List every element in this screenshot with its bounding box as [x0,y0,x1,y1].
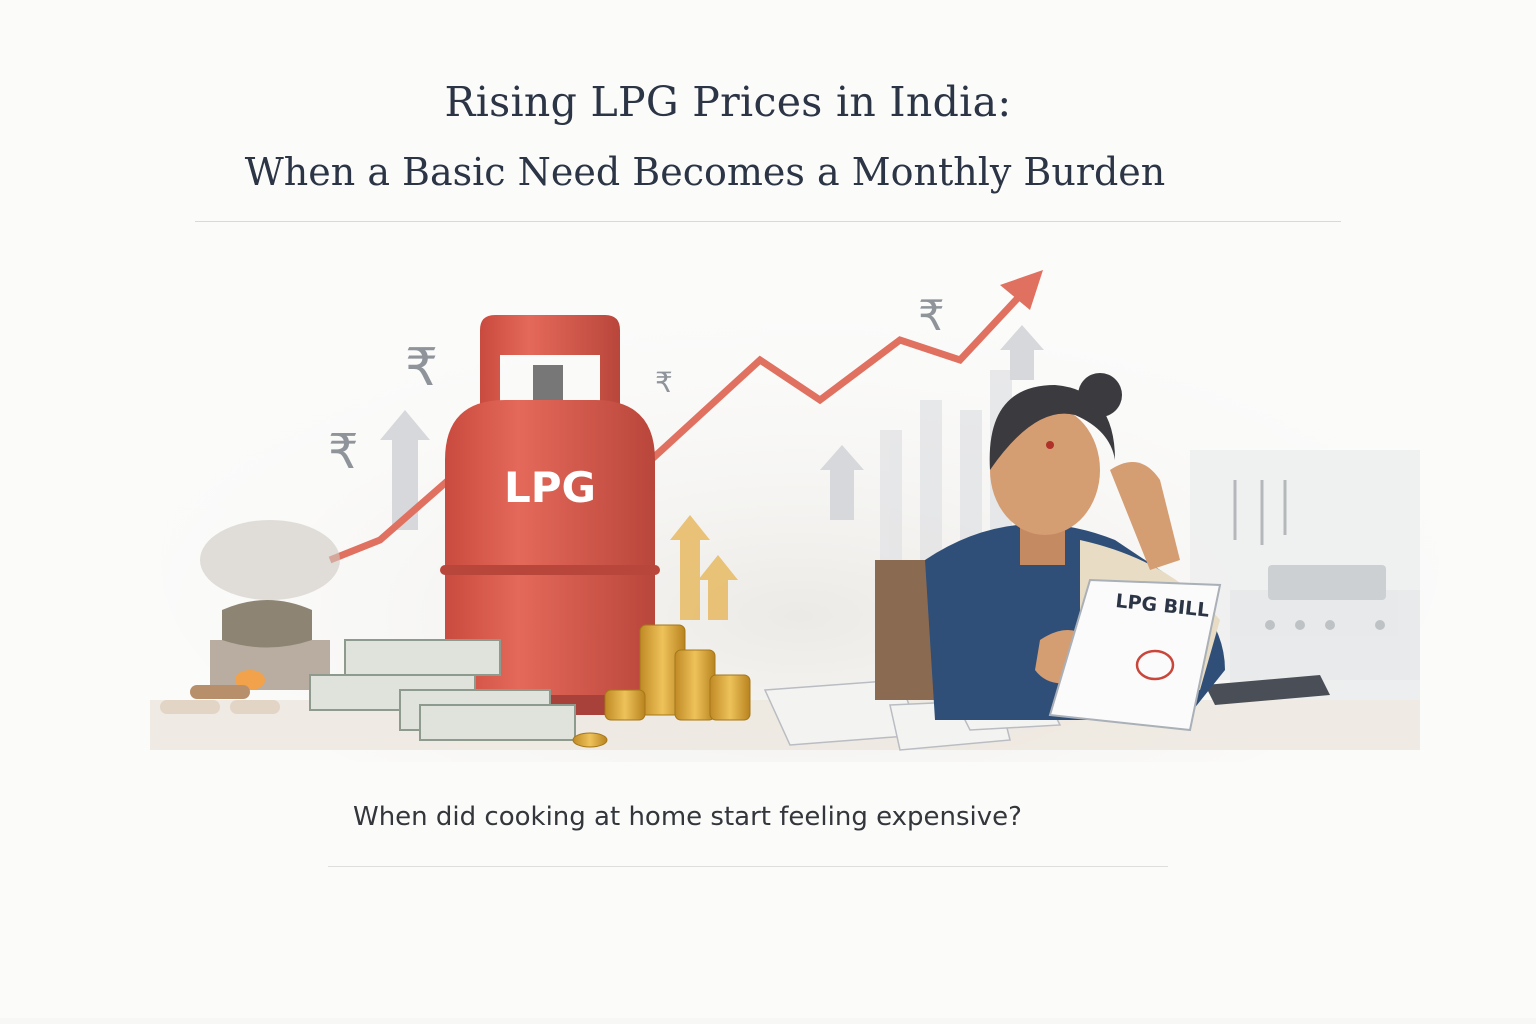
title-line-2: When a Basic Need Becomes a Monthly Burd… [244,150,1166,194]
calculator-icon [1205,675,1330,705]
divider-bottom [328,866,1168,867]
rupee-icon: ₹ [918,291,945,340]
up-arrows [380,325,1044,530]
rising-price-arrow [328,282,1033,564]
rupee-icon: ₹ [405,338,438,398]
lpg-bill: LPG BILL [1048,578,1222,732]
title-line-1: Rising LPG Prices in India: [444,78,1012,126]
rupee-icon: ₹ [328,424,359,480]
cylinder-label: LPG [504,463,596,512]
illustration: ₹ ₹ ₹ ₹ LPG [150,270,1440,762]
arrow-head-icon [1000,270,1043,310]
cash-stacks [309,639,576,741]
rupee-icons: ₹ ₹ ₹ ₹ [328,291,945,480]
coin-stacks [572,624,751,748]
caption: When did cooking at home start feeling e… [353,802,1022,832]
rupee-icon: ₹ [655,366,673,399]
divider-top [195,221,1341,222]
lpg-cylinder: LPG [440,315,660,715]
